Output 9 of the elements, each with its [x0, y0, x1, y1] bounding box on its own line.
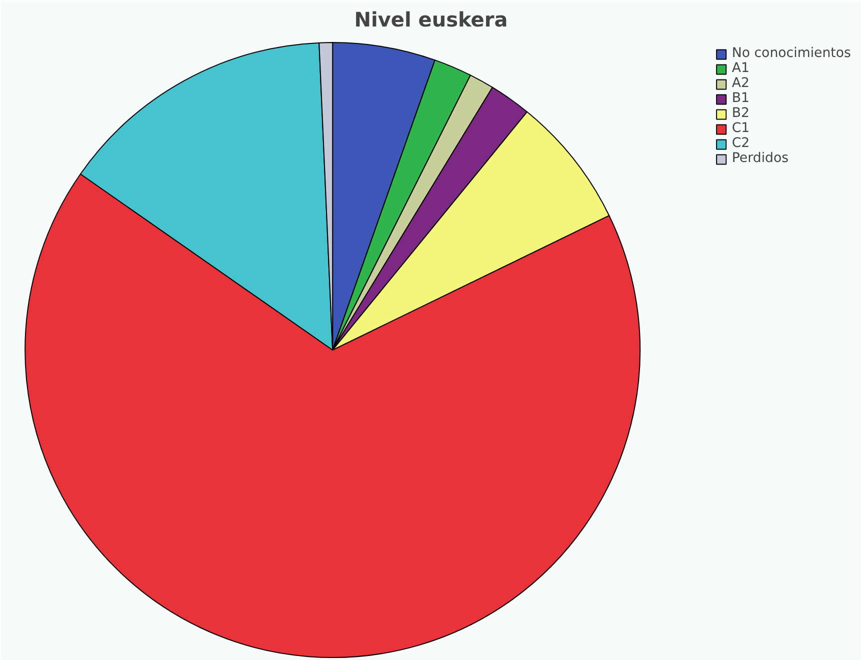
legend-label: Perdidos — [732, 151, 789, 166]
legend-label: A1 — [732, 61, 750, 76]
chart-title: Nivel euskera — [354, 8, 508, 32]
legend-label: C1 — [732, 121, 751, 136]
legend-label: No conocimientos — [732, 46, 851, 61]
legend-label: B1 — [732, 91, 750, 106]
legend-label: B2 — [732, 106, 750, 121]
legend-label: A2 — [732, 76, 750, 91]
legend-label: C2 — [732, 136, 751, 151]
